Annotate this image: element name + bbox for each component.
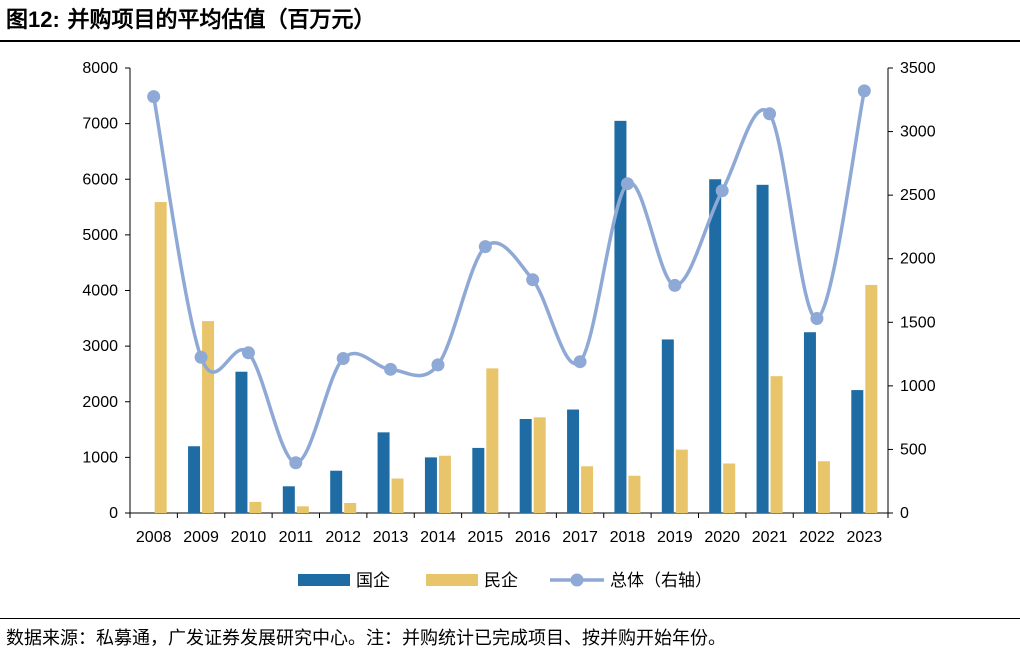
x-axis-tick-label: 2021 [752,529,788,546]
left-axis-tick-label: 2000 [82,394,118,411]
private-bar [438,455,451,513]
x-axis-tick-label: 2009 [183,529,219,546]
left-axis-tick-label: 6000 [82,171,118,188]
soe-bar [614,120,627,513]
soe-bar [235,371,248,513]
left-axis-tick-label: 8000 [82,60,118,77]
x-axis-tick-label: 2011 [279,529,314,546]
legend-soe-label: 国企 [356,571,390,590]
soe-bar [424,457,437,513]
right-axis-tick-label: 1500 [900,314,936,331]
x-axis-tick-label: 2010 [231,529,267,546]
private-bar [202,321,215,513]
total-point [336,352,350,366]
x-axis-tick-label: 2018 [610,529,646,546]
private-bar [344,502,357,513]
total-point [668,278,682,292]
right-axis-tick-label: 2500 [900,187,936,204]
total-point [431,358,445,372]
private-bar [817,461,830,513]
title-prefix: 图 [6,8,29,33]
right-axis-tick-label: 1000 [900,378,936,395]
left-axis-tick-label: 3000 [82,338,118,355]
total-point [715,184,729,198]
soe-bar [567,409,580,513]
x-axis-tick-label: 2016 [515,529,551,546]
title-divider [0,40,1020,42]
total-point [810,311,824,325]
x-axis-tick-label: 2013 [373,529,409,546]
soe-bar [377,432,390,513]
total-point [194,350,208,364]
soe-bar [330,470,343,513]
title-text: 并购项目的平均估值（百万元） [67,8,376,33]
legend-total-marker [570,573,584,587]
private-bar [296,506,309,513]
private-bar [770,376,783,513]
soe-bar [472,447,485,513]
x-axis-tick-label: 2020 [704,529,740,546]
private-bar [486,368,499,513]
x-axis-tick-label: 2017 [562,529,598,546]
title-number: 12: [28,7,60,32]
legend-private-swatch [426,574,478,586]
total-point [620,177,634,191]
soe-bar [661,339,674,513]
private-bar [628,475,641,513]
private-bar [865,284,878,513]
soe-bar [851,390,864,513]
right-axis-tick-label: 3500 [900,60,936,77]
left-axis-tick-label: 4000 [82,283,118,300]
x-axis-tick-label: 2012 [325,529,361,546]
soe-bar [803,332,816,513]
legend-total-label: 总体（右轴） [610,571,712,590]
legend-soe-swatch [298,574,350,586]
soe-bar [282,486,295,513]
left-axis-tick-label: 7000 [82,116,118,133]
soe-bar [188,446,201,513]
total-point [526,273,540,287]
soe-bar [519,418,532,513]
private-bar [154,202,167,513]
private-bar [391,478,404,513]
left-axis-tick-label: 5000 [82,227,118,244]
x-axis-tick-label: 2015 [468,529,504,546]
chart-title: 图12: 并购项目的平均估值（百万元） [6,2,376,38]
bar-line-chart: 0 1000 2000 3000 4000 5000 6000 7000 8000 0 500 100… [82,60,936,590]
total-point [573,355,587,369]
left-axis-tick-label: 0 [109,505,118,522]
total-point [241,346,255,360]
total-point [289,456,303,470]
right-axis-tick-label: 3000 [900,124,936,141]
right-axis-tick-label: 500 [900,441,927,458]
total-point [384,362,398,376]
private-bar [581,466,594,513]
x-axis-tick-label: 2008 [136,529,172,546]
footer-divider [0,618,1020,619]
x-axis-tick-label: 2022 [799,529,835,546]
total-point [857,84,871,98]
soe-bar [709,179,722,513]
total-point [478,240,492,254]
private-bar [723,463,736,513]
left-axis-tick-label: 1000 [82,449,118,466]
x-axis-tick-label: 2014 [420,529,456,546]
right-axis-tick-label: 0 [900,505,909,522]
private-bar [533,417,546,513]
soe-bar [756,184,769,513]
x-axis-tick-label: 2019 [657,529,693,546]
right-axis-tick-label: 2000 [900,251,936,268]
total-point [147,90,161,104]
private-bar [249,501,262,513]
private-bar [675,449,688,513]
x-axis-tick-label: 2023 [847,529,883,546]
source-note: 数据来源：私募通，广发证券发展研究中心。注：并购统计已完成项目、按并购开始年份。 [6,628,726,649]
legend-private-label: 民企 [484,571,518,590]
total-point [763,107,777,121]
